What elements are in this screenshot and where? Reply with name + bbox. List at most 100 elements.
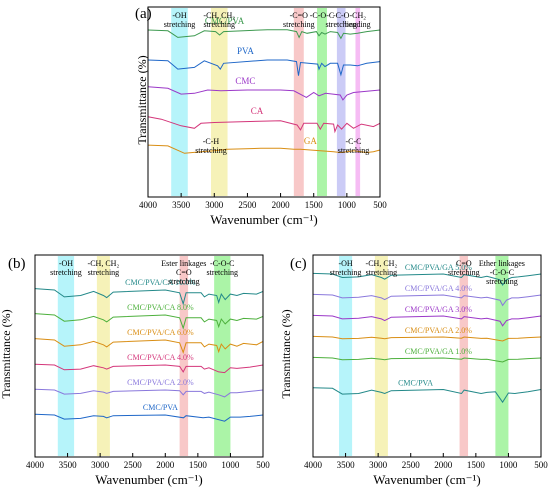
series-label-5: CMC/PVA — [143, 403, 178, 412]
band-label-1: -CH, CH₂ — [203, 11, 235, 20]
band-label-5: bending — [345, 20, 371, 29]
series-line-0 — [147, 29, 381, 40]
x-tick-label-4: 2000 — [434, 460, 453, 470]
panel-label: (c) — [290, 256, 307, 272]
x-axis-label: Wavenumber (cm⁻¹) — [373, 472, 481, 487]
x-tick-label-1: 3500 — [337, 460, 356, 470]
band-label-4: stretching — [325, 20, 357, 29]
annotation-0: stretching — [195, 146, 227, 155]
band-0 — [339, 256, 353, 456]
series-label-5: CMC/PVA — [398, 378, 433, 387]
x-tick-label-3: 2500 — [402, 460, 421, 470]
band-label-2: stretching — [283, 20, 315, 29]
band-0 — [57, 256, 75, 456]
band-label-2: -C=O — [290, 11, 309, 20]
x-axis-label: Wavenumber (cm⁻¹) — [210, 212, 318, 227]
x-tick-label-6: 1000 — [499, 460, 518, 470]
series-line-4 — [147, 144, 381, 154]
x-tick-label-6: 1000 — [338, 200, 357, 210]
x-tick-label-0: 4000 — [139, 200, 158, 210]
series-label-4: CMC/PVA/CA 2.0% — [127, 378, 194, 387]
panel-1: CMC/PVA/CA 10.0% CMC/PVA/CA 8.0% CMC/PVA/C… — [0, 254, 270, 487]
series-line-5 — [312, 387, 542, 404]
x-tick-label-5: 1500 — [467, 460, 486, 470]
x-tick-label-0: 4000 — [304, 460, 323, 470]
series-label-0: CMC/PVA/CA 10.0% — [125, 278, 196, 287]
band-label-3: -C-O-C — [210, 259, 234, 268]
panel-label: (a) — [135, 6, 152, 22]
band-2 — [293, 8, 304, 196]
y-axis-label: Transmittance (%) — [0, 309, 13, 398]
y-axis-label: Transmittance (%) — [279, 309, 293, 398]
band-2 — [459, 256, 469, 456]
band-label-3: stretching — [486, 277, 518, 286]
x-tick-label-3: 2500 — [238, 200, 257, 210]
series-label-4: CMC/PVA/GA 1.0% — [405, 347, 472, 356]
series-label-1: PVA — [237, 46, 254, 56]
x-tick-label-1: 3500 — [59, 460, 78, 470]
band-1 — [210, 8, 228, 196]
band-label-0: stretching — [50, 268, 82, 277]
series-line-5 — [34, 413, 264, 422]
band-label-1: -CH, CH₂ — [366, 259, 398, 268]
series-label-0: CMC/PVA — [205, 16, 245, 26]
x-tick-label-4: 2000 — [272, 200, 291, 210]
x-tick-label-0: 4000 — [26, 460, 45, 470]
series-line-3 — [147, 116, 381, 134]
band-label-2: Ester linkages — [161, 259, 206, 268]
band-3 — [214, 256, 231, 456]
x-tick-label-7: 500 — [373, 200, 387, 210]
band-1 — [374, 256, 388, 456]
band-5 — [355, 8, 361, 196]
band-1 — [96, 256, 110, 456]
x-tick-label-3: 2500 — [124, 460, 143, 470]
series-line-1 — [34, 313, 264, 330]
band-3 — [495, 256, 509, 456]
series-line-4 — [312, 356, 542, 363]
series-line-4 — [34, 388, 264, 398]
band-3 — [317, 8, 327, 196]
y-axis-label: Transmittance (%) — [135, 55, 149, 144]
series-label-2: CMC/PVA/CA 6.0% — [127, 328, 194, 337]
series-label-2: CMC/PVA/GA 3.0% — [405, 305, 472, 314]
series-label-2: CMC — [235, 76, 255, 86]
annotation-1: -C-C — [345, 137, 361, 146]
band-label-0: -OH — [172, 11, 186, 20]
plot-frame — [147, 6, 381, 198]
series-label-1: CMC/PVA/CA 8.0% — [127, 303, 194, 312]
band-label-3: -C-O-C — [310, 11, 334, 20]
band-4 — [336, 8, 346, 196]
x-tick-label-2: 3000 — [369, 460, 388, 470]
series-line-2 — [147, 86, 381, 101]
series-line-0 — [312, 272, 542, 286]
panel-label: (b) — [8, 256, 26, 272]
band-label-1: stretching — [366, 268, 398, 277]
series-line-1 — [312, 293, 542, 307]
x-tick-label-2: 3000 — [205, 200, 224, 210]
band-label-3: Ether linkages — [479, 259, 525, 268]
band-2 — [179, 256, 189, 456]
band-label-3: stretching — [207, 268, 239, 277]
x-tick-label-6: 1000 — [221, 460, 240, 470]
panel-2: CMC/PVA/GA 5.0% CMC/PVA/GA 4.0% CMC/PVA/GA… — [279, 254, 548, 487]
plot-frame — [34, 254, 264, 458]
annotation-1: stretching — [338, 146, 370, 155]
band-label-0: stretching — [330, 268, 362, 277]
x-tick-label-5: 1500 — [305, 200, 324, 210]
band-label-5: -CH₂ — [350, 11, 367, 20]
series-label-4: GA — [304, 136, 317, 146]
series-label-1: CMC/PVA/GA 4.0% — [405, 284, 472, 293]
series-label-0: CMC/PVA/GA 5.0% — [405, 263, 472, 272]
x-axis-label: Wavenumber (cm⁻¹) — [95, 472, 203, 487]
band-label-4: -C-O — [333, 11, 350, 20]
x-tick-label-2: 3000 — [91, 460, 110, 470]
series-label-3: CA — [251, 106, 264, 116]
plot-frame — [312, 254, 542, 458]
band-label-1: stretching — [203, 20, 235, 29]
band-label-1: stretching — [88, 268, 120, 277]
band-label-2: C=O — [456, 259, 472, 268]
band-label-2: stretching — [168, 277, 200, 286]
x-tick-label-7: 500 — [534, 460, 548, 470]
x-tick-label-5: 1500 — [189, 460, 208, 470]
